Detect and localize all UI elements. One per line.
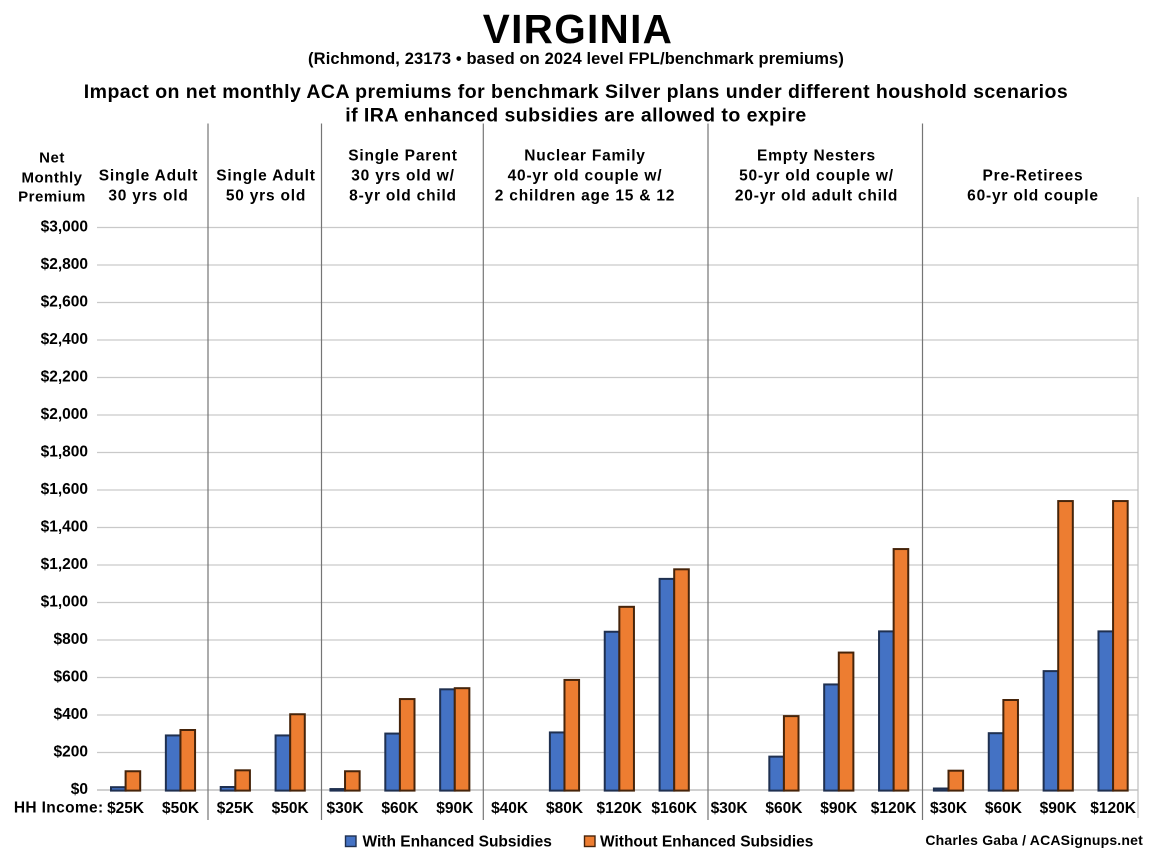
svg-text:Single Parent: Single Parent: [348, 148, 457, 165]
svg-text:$2,200: $2,200: [41, 369, 88, 386]
svg-text:$1,200: $1,200: [41, 556, 88, 573]
svg-text:$2,800: $2,800: [41, 256, 88, 273]
svg-text:$400: $400: [54, 706, 88, 723]
svg-text:$40K: $40K: [491, 800, 529, 817]
svg-text:With Enhanced Subsidies: With Enhanced Subsidies: [363, 834, 552, 851]
svg-text:Charles Gaba / ACASignups.net: Charles Gaba / ACASignups.net: [925, 832, 1143, 848]
svg-text:$50K: $50K: [272, 800, 310, 817]
svg-text:30 yrs old w/: 30 yrs old w/: [351, 168, 454, 185]
svg-text:8-yr old child: 8-yr old child: [349, 188, 457, 205]
svg-text:$1,800: $1,800: [41, 444, 88, 461]
svg-text:$120K: $120K: [1090, 800, 1136, 817]
svg-text:Net: Net: [39, 150, 65, 167]
svg-text:$800: $800: [54, 631, 88, 648]
svg-text:Impact on net monthly ACA prem: Impact on net monthly ACA premiums for b…: [84, 81, 1068, 103]
svg-text:$120K: $120K: [596, 800, 642, 817]
svg-text:$120K: $120K: [871, 800, 917, 817]
svg-text:20-yr old adult child: 20-yr old adult child: [735, 188, 898, 205]
svg-text:Empty Nesters: Empty Nesters: [757, 148, 876, 165]
svg-text:$1,400: $1,400: [41, 519, 88, 536]
svg-text:Without Enhanced Subsidies: Without Enhanced Subsidies: [600, 834, 813, 851]
svg-text:$90K: $90K: [436, 800, 474, 817]
svg-text:HH Income:: HH Income:: [14, 800, 104, 817]
svg-text:50-yr old couple w/: 50-yr old couple w/: [739, 168, 894, 185]
svg-text:$80K: $80K: [546, 800, 584, 817]
svg-text:50 yrs old: 50 yrs old: [226, 188, 306, 205]
svg-text:2 children age 15 & 12: 2 children age 15 & 12: [495, 188, 675, 205]
svg-text:60-yr old couple: 60-yr old couple: [967, 188, 1099, 205]
svg-text:Premium: Premium: [18, 189, 86, 206]
svg-text:Single Adult: Single Adult: [99, 168, 198, 185]
svg-text:$0: $0: [71, 781, 88, 798]
svg-text:Nuclear Family: Nuclear Family: [524, 148, 645, 165]
svg-text:$2,400: $2,400: [41, 331, 88, 348]
svg-text:$60K: $60K: [985, 800, 1023, 817]
svg-text:$2,000: $2,000: [41, 406, 88, 423]
svg-text:$200: $200: [54, 744, 88, 761]
svg-text:$30K: $30K: [711, 800, 749, 817]
svg-text:$600: $600: [54, 669, 88, 686]
svg-text:Monthly: Monthly: [22, 170, 83, 187]
svg-text:$25K: $25K: [217, 800, 255, 817]
svg-text:$25K: $25K: [107, 800, 145, 817]
svg-text:$50K: $50K: [162, 800, 200, 817]
svg-text:$1,600: $1,600: [41, 481, 88, 498]
svg-text:$60K: $60K: [381, 800, 419, 817]
svg-text:$1,000: $1,000: [41, 594, 88, 611]
svg-text:$30K: $30K: [326, 800, 364, 817]
svg-text:$30K: $30K: [930, 800, 968, 817]
svg-text:Pre-Retirees: Pre-Retirees: [983, 168, 1084, 185]
svg-text:30 yrs old: 30 yrs old: [108, 188, 188, 205]
svg-text:$90K: $90K: [1040, 800, 1078, 817]
svg-text:if IRA enhanced subsidies are: if IRA enhanced subsidies are allowed to…: [345, 105, 806, 127]
svg-text:$60K: $60K: [765, 800, 803, 817]
svg-text:(Richmond, 23173 • based on 20: (Richmond, 23173 • based on 2024 level F…: [308, 50, 844, 68]
svg-text:$3,000: $3,000: [41, 219, 88, 236]
svg-text:$2,600: $2,600: [41, 294, 88, 311]
svg-text:40-yr old couple w/: 40-yr old couple w/: [508, 168, 663, 185]
svg-text:Single Adult: Single Adult: [216, 168, 315, 185]
svg-text:$90K: $90K: [820, 800, 858, 817]
svg-text:$160K: $160K: [651, 800, 697, 817]
svg-text:VIRGINIA: VIRGINIA: [483, 6, 673, 52]
